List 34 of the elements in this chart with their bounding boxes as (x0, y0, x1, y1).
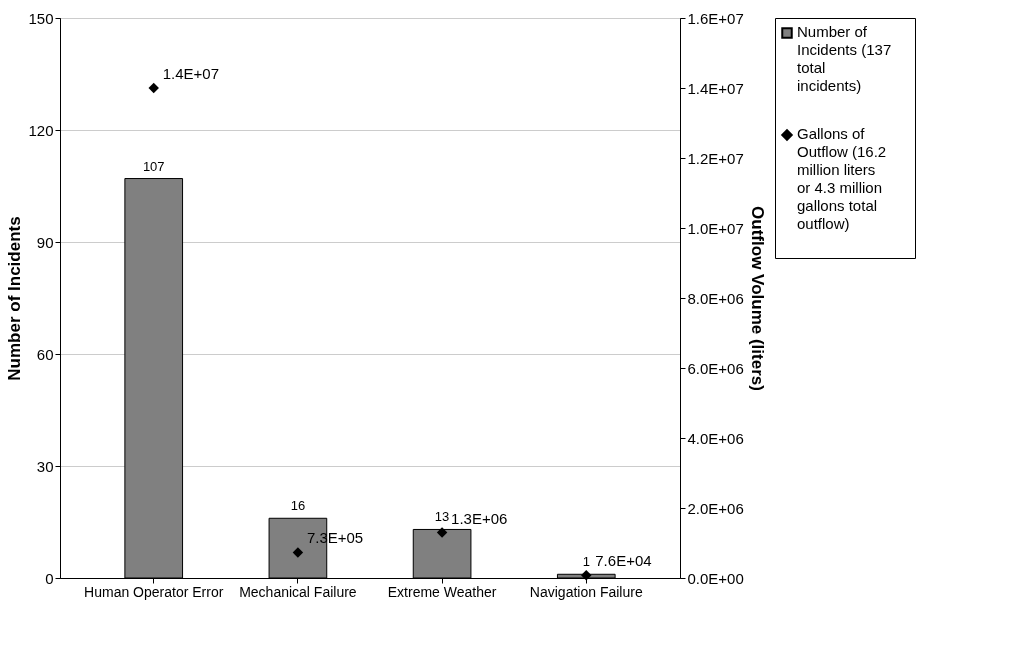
y2-tick-label: 8.0E+06 (687, 289, 744, 307)
y2-tick-label: 6.0E+06 (687, 359, 744, 377)
x-tick-label: Human Operator Error (84, 583, 224, 600)
y2-tick-label: 1.2E+07 (687, 149, 744, 167)
y2-axis-title: Outflow Volume (liters) (747, 206, 767, 391)
y-tick-label: 120 (28, 121, 54, 139)
data-label: 7.6E+04 (595, 552, 652, 570)
point (581, 570, 592, 581)
x-tick-label: Mechanical Failure (239, 583, 357, 600)
data-label: 13 (434, 509, 450, 525)
data-label: 1 (582, 554, 590, 570)
y-axis-title: Number of Incidents (5, 216, 25, 381)
y2-tick-label: 0.0E+00 (687, 569, 744, 587)
point (436, 527, 448, 538)
y2-tick-label: 4.0E+06 (687, 429, 744, 447)
y2-tick-label: 1.0E+07 (687, 219, 744, 237)
point (292, 547, 304, 558)
legend-label: Gallons of Outflow (16.2 million liters or 4.3 million gallons total outflow) (797, 125, 887, 232)
y2-tick-label: 1.6E+07 (687, 9, 744, 27)
y-tick-label: 60 (36, 345, 54, 363)
x-tick-label: Extreme Weather (387, 583, 497, 600)
y-tick-label: 30 (36, 457, 54, 475)
y2-tick-label: 1.4E+07 (687, 79, 744, 97)
y-tick-label: 90 (36, 233, 54, 251)
data-label: 1.3E+06 (451, 509, 508, 527)
point (148, 82, 159, 94)
legend-label: Number of Incidents (137 total incidents) (797, 23, 892, 94)
y-tick-label: 150 (28, 9, 54, 27)
data-label: 107 (142, 158, 165, 174)
y2-tick-label: 2.0E+06 (687, 499, 744, 517)
data-label: 16 (290, 498, 306, 514)
x-tick-label: Navigation Failure (529, 583, 643, 600)
data-label: 1.4E+07 (162, 65, 220, 82)
y-tick-label: 0 (45, 569, 54, 587)
